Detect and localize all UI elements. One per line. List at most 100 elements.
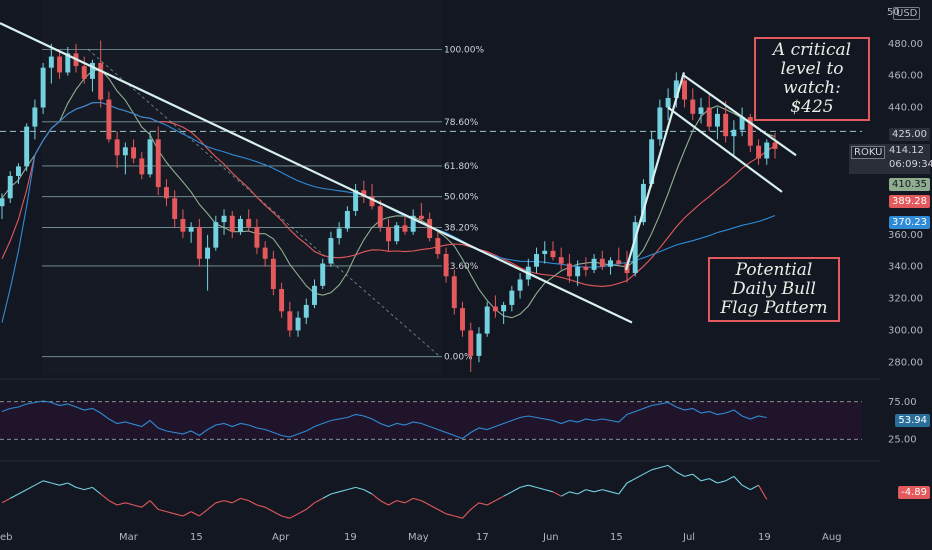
candle-body <box>410 215 416 232</box>
oscillator-segment <box>626 478 636 484</box>
candle-body <box>131 147 137 159</box>
oscillator-segment <box>552 491 562 497</box>
oscillator-segment <box>750 484 759 491</box>
candle-body <box>246 218 252 227</box>
oscillator-segment <box>692 473 702 482</box>
oscillator-segment <box>174 513 184 517</box>
candle-body <box>353 190 359 211</box>
candle-body <box>7 175 13 199</box>
oscillator-segment <box>240 497 249 502</box>
oscillator-segment <box>404 497 414 504</box>
price-axis-label: 460.00 <box>888 71 923 82</box>
candle-body <box>649 139 655 184</box>
candle-body <box>665 97 671 108</box>
oscillator-segment <box>297 508 307 515</box>
oscillator-segment <box>536 486 545 491</box>
oscillator-segment <box>462 509 472 519</box>
candle-body <box>172 198 178 219</box>
trend-layer <box>0 22 797 324</box>
rsi-axis-label: 75.00 <box>888 397 917 408</box>
candle-body <box>632 222 638 274</box>
candle-body <box>575 266 581 277</box>
oscillator-segment <box>758 484 768 500</box>
oscillator-segment <box>486 500 496 506</box>
fib-label: 23.60% <box>444 262 479 272</box>
candle-body <box>468 330 474 356</box>
candle-body <box>377 206 383 227</box>
oscillator-segment <box>470 502 480 510</box>
candle-body <box>369 196 375 207</box>
fib-shading <box>42 0 442 375</box>
candle-body <box>394 225 400 242</box>
candle-body <box>747 117 753 146</box>
tag-countdown: 06:09:34 <box>889 159 932 170</box>
oscillator-segment <box>684 473 693 477</box>
oscillator-segment <box>396 500 406 504</box>
candle-body <box>460 308 465 331</box>
oscillator-segment <box>59 482 68 486</box>
oscillator-segment <box>676 471 685 477</box>
oscillator-segment <box>618 482 628 495</box>
oscillator-segment <box>34 480 44 486</box>
candle-layer <box>0 40 778 372</box>
candle-body <box>591 258 597 270</box>
candle-body <box>262 247 268 259</box>
oscillator-segment <box>610 491 619 495</box>
oscillator-segment <box>305 502 315 510</box>
candle-body <box>229 215 235 232</box>
candle-body <box>583 266 589 270</box>
candle-body <box>254 226 260 248</box>
candle-body <box>690 99 696 114</box>
flag-upper-line <box>683 74 797 157</box>
fib-label: 38.20% <box>444 224 479 234</box>
oscillator-segment <box>544 489 554 493</box>
candle-body <box>731 129 737 137</box>
candle-body <box>698 107 704 114</box>
oscillator-segment <box>149 500 159 510</box>
candle-body <box>15 166 21 176</box>
candle-body <box>122 147 128 156</box>
fib-label: 0.00% <box>444 353 473 363</box>
candle-body <box>501 304 507 312</box>
annotation-critical-level[interactable]: A critical level to watch: $425 <box>754 37 870 121</box>
candle-body <box>65 53 71 73</box>
price-axis-label: 360.00 <box>888 230 923 241</box>
candle-body <box>451 276 457 309</box>
price-axis-label: 480.00 <box>888 39 923 50</box>
candle-body <box>640 183 646 223</box>
oscillator-segment <box>388 500 397 506</box>
candle-body <box>509 290 515 305</box>
oscillator-segment <box>413 497 422 502</box>
oscillator-segment <box>347 486 356 491</box>
currency-label[interactable]: USD <box>893 7 921 20</box>
oscillator-segment <box>634 473 644 480</box>
candle-body <box>344 210 350 229</box>
price-axis-label: 440.00 <box>888 102 923 113</box>
oscillator-segment <box>314 497 323 504</box>
rsi-line <box>1 400 767 440</box>
annotation-bull-flag[interactable]: Potential Daily Bull Flag Pattern <box>708 257 840 322</box>
candle-body <box>40 67 46 108</box>
date-axis-label: 19 <box>758 532 771 543</box>
candle-body <box>57 56 63 73</box>
flagpole-line <box>624 72 686 271</box>
oscillator-segment <box>289 513 299 519</box>
candle-body <box>98 62 104 100</box>
date-axis-label: May <box>408 532 429 543</box>
price-axis-label: 320.00 <box>888 294 923 305</box>
candle-body <box>205 247 211 259</box>
oscillator-segment <box>519 484 529 488</box>
date-axis-label: Jul <box>682 532 695 543</box>
date-axis-label: Aug <box>822 532 842 543</box>
oscillator-segment <box>42 480 52 484</box>
oscillator-segment <box>116 502 126 506</box>
tag-ma-mid: 389.28 <box>889 195 930 208</box>
candle-body <box>714 113 720 127</box>
date-axis-label: Mar <box>119 532 139 543</box>
tag-level-425: 425.00 <box>889 128 930 141</box>
oscillator-segment <box>67 482 77 488</box>
oscillator-segment <box>125 502 134 506</box>
candle-body <box>517 279 523 291</box>
rsi-band <box>0 401 862 440</box>
